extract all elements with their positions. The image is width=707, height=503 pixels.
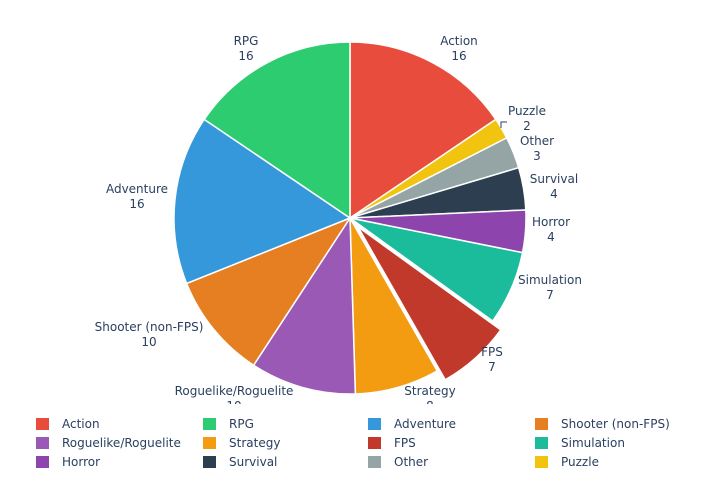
legend-label: Roguelike/Roguelite <box>62 436 181 450</box>
legend-background <box>0 404 707 503</box>
legend-label: Other <box>394 455 428 469</box>
slice-label-adventure: Adventure 16 <box>106 182 168 211</box>
legend-item-shooter-non-fps[interactable]: Shooter (non-FPS) <box>535 417 670 431</box>
pie-slices <box>173 41 527 395</box>
legend: Action RPG Adventure Shooter (non-FPS) Rogue… <box>36 417 670 469</box>
legend-label: Survival <box>229 455 277 469</box>
slice-label-simulation: Simulation 7 <box>518 273 582 302</box>
legend-item-action[interactable]: Action <box>36 417 100 431</box>
slice-label-other: Other 3 <box>520 134 554 163</box>
legend-item-adventure[interactable]: Adventure <box>368 417 456 431</box>
puzzle-leader-line <box>500 121 507 128</box>
legend-swatch <box>203 418 216 430</box>
slice-label-horror: Horror 4 <box>532 215 570 244</box>
legend-item-fps[interactable]: FPS <box>368 436 416 450</box>
legend-label: RPG <box>229 417 254 431</box>
legend-item-rpg[interactable]: RPG <box>203 417 254 431</box>
legend-label: Simulation <box>561 436 625 450</box>
legend-swatch <box>36 418 49 430</box>
legend-swatch <box>535 456 548 468</box>
slice-label-puzzle: Puzzle 2 <box>508 104 546 133</box>
legend-swatch <box>368 437 381 449</box>
slice-action[interactable] <box>349 41 497 220</box>
slice-label-action: Action 16 <box>440 34 478 63</box>
legend-swatch <box>535 418 548 430</box>
legend-item-roguelike-roguelite[interactable]: Roguelike/Roguelite <box>36 436 181 450</box>
legend-swatch <box>36 456 49 468</box>
slice-rpg[interactable] <box>203 41 351 220</box>
slice-fps[interactable] <box>357 226 502 381</box>
legend-label: Puzzle <box>561 455 599 469</box>
legend-item-other[interactable]: Other <box>368 455 428 469</box>
legend-label: Shooter (non-FPS) <box>561 417 670 431</box>
legend-swatch <box>36 437 49 449</box>
slice-label-fps: FPS 7 <box>481 345 503 374</box>
legend-item-puzzle[interactable]: Puzzle <box>535 455 599 469</box>
legend-item-strategy[interactable]: Strategy <box>203 436 280 450</box>
slice-simulation[interactable] <box>349 217 524 323</box>
slice-label-shooter-non-fps: Shooter (non-FPS) 10 <box>95 320 204 349</box>
legend-swatch <box>368 456 381 468</box>
slice-adventure[interactable] <box>173 118 352 285</box>
legend-label: Horror <box>62 455 100 469</box>
legend-swatch <box>203 456 216 468</box>
legend-swatch <box>368 418 381 430</box>
slice-roguelike-roguelite[interactable] <box>252 215 357 395</box>
legend-label: Strategy <box>229 436 280 450</box>
legend-swatch <box>203 437 216 449</box>
slice-shooter-non-fps[interactable] <box>185 216 352 367</box>
legend-label: Action <box>62 417 100 431</box>
legend-label: Adventure <box>394 417 456 431</box>
slice-label-rpg: RPG 16 <box>234 34 259 63</box>
legend-label: FPS <box>394 436 416 450</box>
legend-item-simulation[interactable]: Simulation <box>535 436 625 450</box>
legend-item-survival[interactable]: Survival <box>203 455 277 469</box>
legend-swatch <box>535 437 548 449</box>
slice-label-survival: Survival 4 <box>530 172 578 201</box>
legend-item-horror[interactable]: Horror <box>36 455 100 469</box>
